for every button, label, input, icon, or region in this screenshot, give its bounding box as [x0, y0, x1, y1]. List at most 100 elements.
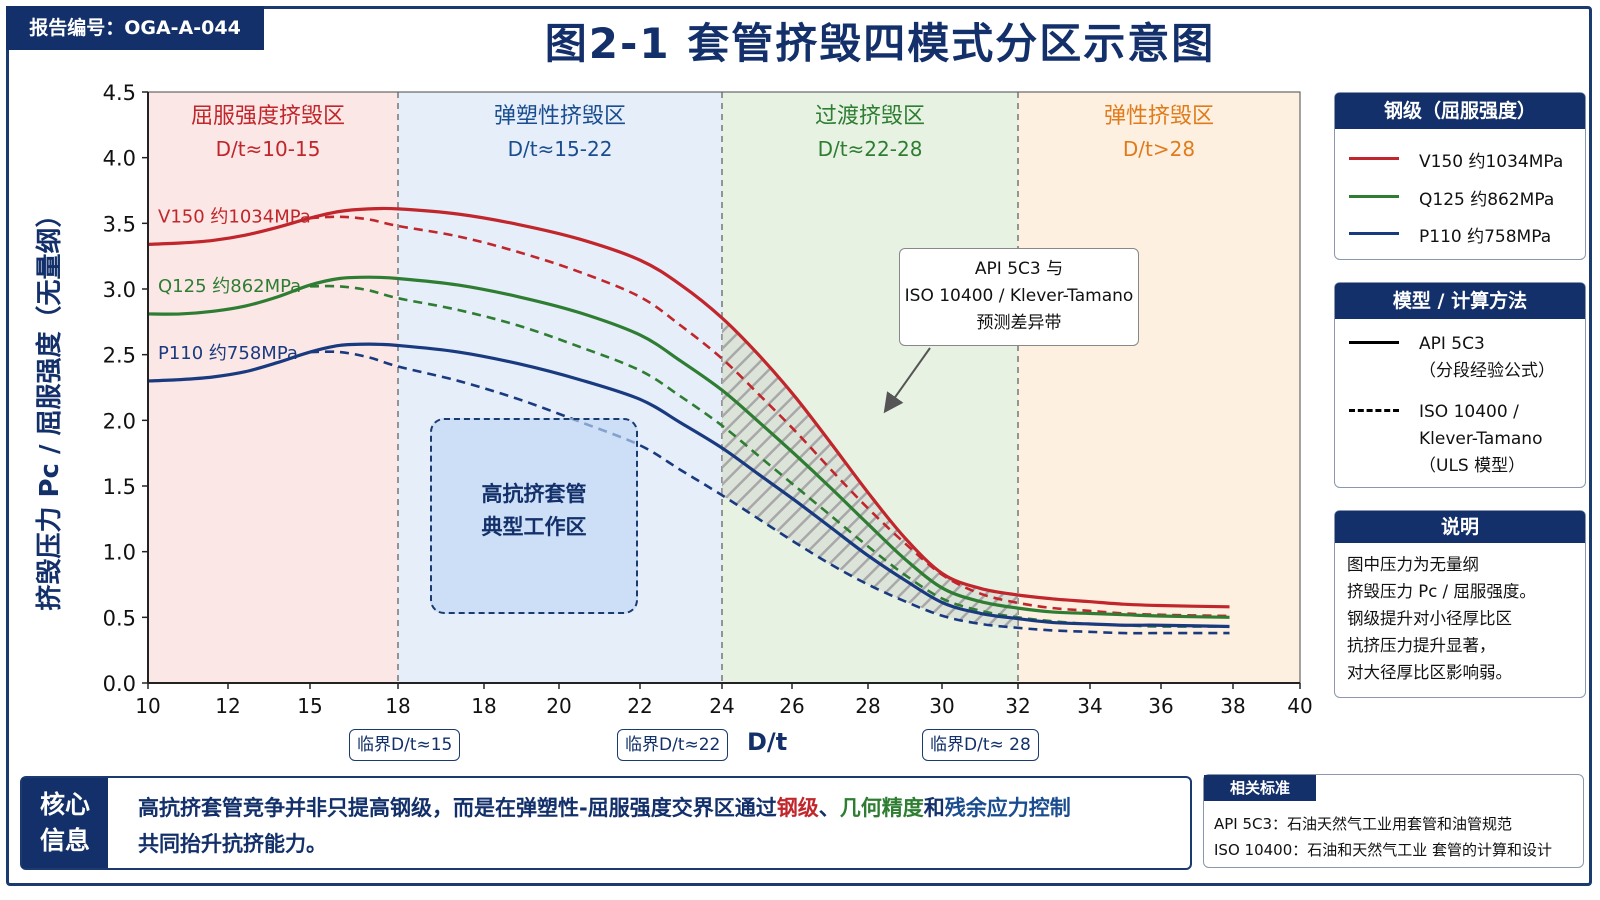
series-label-q125: Q125 约862MPa [158, 276, 301, 297]
legend-item-p110: P110 约758MPa [1349, 222, 1551, 247]
x-tick-label: 24 [709, 694, 734, 718]
notes-box: 说明 图中压力为无量纲 挤毁压力 Pc / 屈服强度。 钢级提升对小径厚比区 抗… [1334, 510, 1586, 698]
y-tick-label: 2.0 [103, 409, 136, 433]
y-tick-label: 1.0 [103, 541, 136, 565]
x-tick-label: 12 [215, 694, 240, 718]
legend-label-v150: V150 约1034MPa [1419, 152, 1564, 172]
standard-iso: ISO 10400：石油和天然气工业 套管的计算和设计 [1214, 841, 1553, 859]
callout-line-3: 预测差异带 [976, 313, 1062, 333]
y-tick-label: 3.0 [103, 278, 136, 302]
x-tick-label: 15 [297, 694, 322, 718]
x-tick-label: 40 [1287, 694, 1312, 718]
x-tick-label: 26 [779, 694, 804, 718]
y-axis-label: 挤毁压力 Pc / 屈服强度（无量纲） [34, 201, 65, 610]
core-sep2: 和 [923, 796, 945, 820]
zone-title-3: 过渡挤毁区 [815, 104, 925, 129]
y-tick-label: 2.5 [103, 344, 136, 368]
y-tick-label: 0.5 [103, 606, 136, 630]
core-text-part1: 高抗挤套管竞争并非只提高钢级，而是在弹塑性-屈服强度交界区通过 [138, 796, 777, 820]
legend-iso-line1: ISO 10400 / [1419, 402, 1519, 422]
series-label-v150: V150 约1034MPa [158, 206, 311, 227]
zone-bg-4 [1018, 92, 1300, 683]
y-tick-label: 3.5 [103, 212, 136, 236]
standard-api: API 5C3：石油天然气工业用套管和油管规范 [1214, 815, 1513, 833]
core-tag-line1: 核心 [39, 790, 90, 819]
note-line-2: 挤毁压力 Pc / 屈服强度。 [1347, 582, 1536, 601]
outer-frame [6, 6, 1592, 886]
series-label-p110: P110 约758MPa [158, 343, 298, 364]
zone-range-1: D/t≈10-15 [216, 137, 321, 161]
standards-title: 相关标准 [1204, 775, 1316, 801]
work-zone-line-1: 高抗挤套管 [481, 482, 587, 506]
x-tick-label: 20 [546, 694, 571, 718]
solid-line-swatch [1349, 341, 1399, 344]
core-keyword-geometry: 几何精度 [839, 796, 924, 820]
legend-iso-line3: （ULS 模型） [1419, 456, 1526, 476]
legend-api-line2: （分段经验公式） [1419, 361, 1555, 381]
zone-title-4: 弹性挤毁区 [1104, 104, 1214, 129]
x-tick-label: 36 [1148, 694, 1173, 718]
note-line-4: 抗挤压力提升显著， [1347, 636, 1496, 655]
callout-arrow [883, 347, 931, 414]
x-tick-label: 18 [385, 694, 410, 718]
legend-item-q125: Q125 约862MPa [1349, 185, 1554, 210]
zone-title-2: 弹塑性挤毁区 [494, 104, 626, 129]
callout-line-2: ISO 10400 / Klever-Tamano [904, 286, 1134, 306]
legend-label-p110: P110 约758MPa [1419, 227, 1552, 247]
zone-range-2: D/t≈15-22 [508, 137, 613, 161]
p110-swatch [1349, 232, 1399, 235]
critical-marker-15: 临界D/t≈15 [349, 729, 461, 761]
high-collapse-work-zone: 高抗挤套管 典型工作区 [430, 418, 638, 614]
y-tick-label: 4.5 [103, 81, 136, 105]
zone-bg-1 [148, 92, 398, 683]
report-id: 报告编号：OGA-A-044 [6, 6, 264, 50]
series-p110-iso-dashed [309, 350, 1230, 635]
legend-label-q125: Q125 约862MPa [1419, 190, 1555, 210]
notes-title: 说明 [1335, 511, 1585, 543]
note-line-1: 图中压力为无量纲 [1347, 555, 1479, 574]
x-tick-label: 22 [627, 694, 652, 718]
x-tick-label: 32 [1005, 694, 1030, 718]
difference-band-callout: API 5C3 与 ISO 10400 / Klever-Tamano 预测差异… [899, 248, 1139, 346]
note-line-3: 钢级提升对小径厚比区 [1347, 609, 1512, 628]
core-message-tag: 核心 信息 [22, 778, 108, 868]
core-message-box: 核心 信息 高抗挤套管竞争并非只提高钢级，而是在弹塑性-屈服强度交界区通过钢级、… [20, 776, 1192, 870]
core-keyword-grade: 钢级 [776, 796, 819, 820]
critical-marker-28: 临界D/t≈ 28 [922, 729, 1039, 761]
legend-api-line1: API 5C3 [1419, 334, 1485, 354]
zone-title-1: 屈服强度挤毁区 [191, 104, 345, 129]
x-tick-label: 34 [1077, 694, 1102, 718]
callout-line-1: API 5C3 与 [974, 259, 1064, 279]
model-legend: 模型 / 计算方法 API 5C3 （分段经验公式） ISO 10400 / Kle… [1334, 282, 1586, 488]
core-keyword-residual-stress: 残余应力控制 [944, 796, 1071, 820]
critical-marker-22: 临界D/t≈22 [617, 729, 729, 761]
note-line-5: 对大径厚比区影响弱。 [1347, 663, 1512, 682]
page-title: 图2-1 套管挤毁四模式分区示意图 [544, 19, 1216, 68]
x-axis-label: D/t [747, 728, 788, 756]
series-q125-api-solid [147, 275, 1230, 619]
x-tick-label: 18 [471, 694, 496, 718]
legend-iso-line2: Klever-Tamano [1419, 429, 1543, 449]
work-zone-line-2: 典型工作区 [481, 515, 587, 539]
zone-range-4: D/t>28 [1123, 137, 1195, 161]
x-tick-label: 30 [929, 694, 954, 718]
legend-item-api: API 5C3 （分段经验公式） [1349, 331, 1555, 385]
zone-range-3: D/t≈22-28 [818, 137, 923, 161]
v150-swatch [1349, 157, 1399, 160]
model-legend-title: 模型 / 计算方法 [1335, 283, 1585, 319]
core-sep1: 、 [818, 796, 840, 820]
standards-box: 相关标准 API 5C3：石油天然气工业用套管和油管规范 ISO 10400：石… [1203, 774, 1584, 868]
grade-legend-title: 钢级（屈服强度） [1335, 93, 1585, 129]
core-text-line2: 共同抬升抗挤能力。 [138, 832, 327, 856]
dashed-line-swatch [1349, 409, 1399, 412]
series-p110-api-solid [147, 342, 1230, 629]
series-v150-iso-dashed [309, 215, 1230, 618]
legend-item-v150: V150 约1034MPa [1349, 147, 1563, 172]
y-tick-label: 0.0 [103, 672, 136, 696]
x-tick-label: 28 [855, 694, 880, 718]
x-tick-label: 10 [135, 694, 160, 718]
x-tick-label: 38 [1220, 694, 1245, 718]
core-message-text: 高抗挤套管竞争并非只提高钢级，而是在弹塑性-屈服强度交界区通过钢级、几何精度和残… [138, 790, 1071, 862]
series-v150-api-solid [147, 206, 1230, 609]
